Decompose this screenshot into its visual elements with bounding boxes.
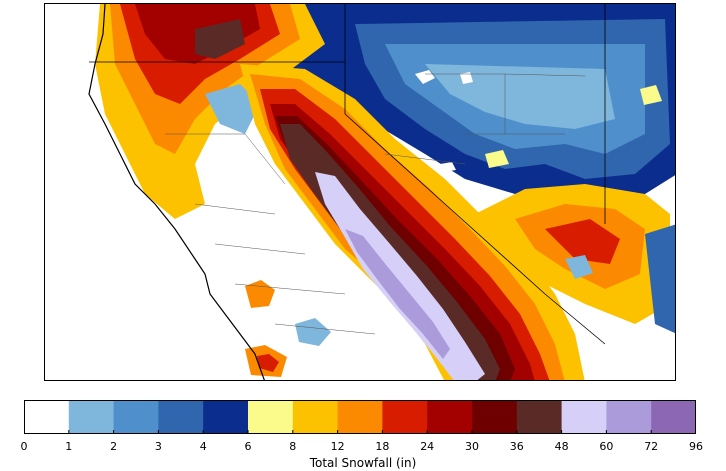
colorbar-segment: [427, 400, 473, 434]
colorbar-tick-label: 36: [509, 440, 524, 453]
coast-range-blue-blob: [295, 318, 331, 346]
colorbar-tick-label: 6: [244, 440, 252, 453]
colorbar-segment: [516, 400, 563, 434]
white-patch-2: [460, 72, 473, 84]
state-border-ca-nv: [344, 4, 606, 345]
colorbar-segment: [248, 400, 294, 434]
colorbar-segment: [113, 400, 159, 434]
colorbar-segment: [606, 400, 652, 434]
colorbar-tick-label: 1: [65, 440, 73, 453]
colorbar-segment: [382, 400, 428, 434]
colorbar-segment: [472, 400, 518, 434]
colorbar-tick-label: 18: [375, 440, 390, 453]
sierra-lavender: [315, 172, 485, 380]
colorbar-tick-label: 24: [420, 440, 435, 453]
far-east-blue: [645, 224, 675, 334]
south-coast-red-blob: [257, 354, 279, 372]
colorbar-border: [24, 400, 696, 434]
colorbar-tick-label: 2: [110, 440, 118, 453]
county-lines: [165, 73, 586, 335]
white-patch-1: [415, 70, 435, 84]
shasta-lightblue: [205, 84, 260, 134]
white-patch-3: [440, 162, 456, 172]
colorbar-segment: [651, 400, 696, 434]
east-range-red: [545, 219, 620, 264]
colorbar-tick-label: 8: [289, 440, 297, 453]
north-ranges-brown: [195, 19, 245, 59]
east-lightblue-pocket: [565, 255, 593, 279]
colorbar-segment: [561, 400, 607, 434]
yellow-patch-2: [640, 85, 662, 105]
great-basin-lightblue: [425, 64, 615, 129]
colorbar-segment: [68, 400, 115, 434]
sierra-lilac: [345, 229, 450, 359]
colorbar-svg: [24, 400, 696, 434]
colorbar-tick-label: 4: [199, 440, 207, 453]
colorbar-tick-label: 3: [154, 440, 162, 453]
yellow-patch-1: [485, 150, 509, 168]
colorbar-segment: [203, 400, 249, 434]
colorbar-segment: [158, 400, 204, 434]
colorbar: [24, 400, 696, 434]
colorbar-tick-label: 48: [554, 440, 569, 453]
colorbar-title: Total Snowfall (in): [309, 456, 417, 470]
colorbar-tick-label: 30: [465, 440, 479, 453]
colorbar-tick-label: 12: [330, 440, 345, 453]
colorbar-tick-label: 0: [20, 440, 28, 453]
colorbar-segment: [337, 400, 383, 434]
colorbar-segment: [292, 400, 339, 434]
colorbar-tick-label: 60: [599, 440, 614, 453]
snowfall-map: [44, 3, 676, 381]
snowfall-map-svg: [45, 4, 675, 380]
colorbar-segment: [24, 400, 70, 434]
coastline: [88, 4, 265, 380]
colorbar-tick-label: 96: [689, 440, 703, 453]
colorbar-tick-label: 72: [644, 440, 659, 453]
